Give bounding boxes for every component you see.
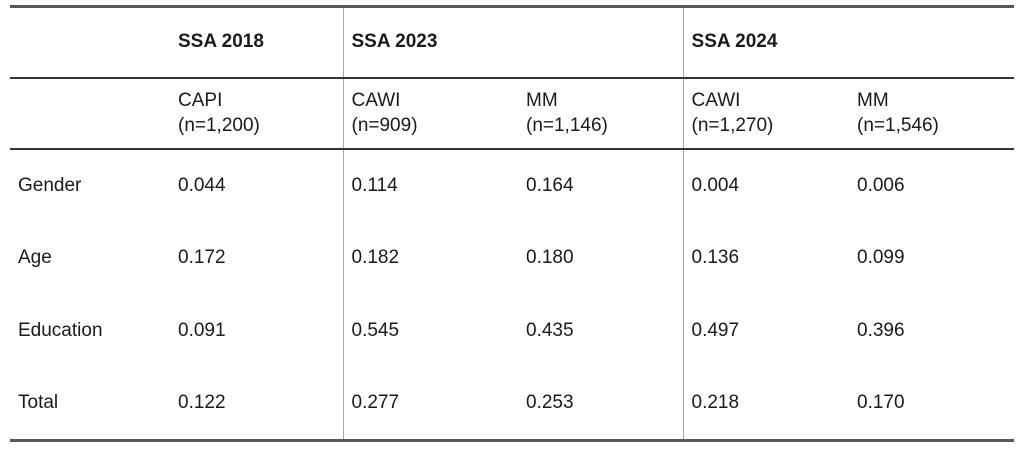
sample-size-label: (n=1,546) [857,115,939,136]
value-cell: 0.396 [857,320,905,341]
group-header-row: SSA 2018 SSA 2023 SSA 2024 [10,6,1015,78]
value-cell: 0.044 [178,174,226,196]
value-cell: 0.180 [526,247,574,268]
row-label: Gender [18,174,82,196]
sample-size-label: (n=1,270) [691,115,774,136]
value-cell: 0.170 [857,392,905,414]
table-row-age: Age 0.172 0.182 0.180 0.136 0.099 [10,221,1014,295]
sample-size-label: (n=1,146) [526,115,608,136]
value-cell: 0.114 [342,148,518,222]
mode-label: MM [526,90,558,111]
mode-label: CAPI [178,90,223,111]
value-cell: 0.545 [342,294,518,368]
value-cell: 0.253 [526,392,574,414]
value-cell: 0.006 [857,174,905,196]
group-header-ssa-2023: SSA 2023 [342,6,684,78]
column-header-mm-2023: MM (n=1,146) [518,78,683,149]
column-header-cawi-2024: CAWI (n=1,270) [682,77,850,149]
corner-cell [10,7,170,78]
sample-size-label: (n=1,200) [178,115,260,136]
value-cell: 0.091 [178,320,226,341]
row-label: Education [18,320,103,341]
mode-label: CAWI [351,90,401,111]
table-row-education: Education 0.091 0.545 0.435 0.497 0.396 [10,294,1014,368]
group-header-ssa-2018: SSA 2018 [178,31,264,53]
mode-label: CAWI [691,90,741,111]
corner-cell [10,78,170,149]
row-label: Total [18,392,59,414]
column-header-capi-2018: CAPI (n=1,200) [170,78,343,149]
value-cell: 0.099 [857,247,905,268]
column-header-mm-2024: MM (n=1,546) [849,78,1014,149]
value-cell: 0.277 [342,367,518,441]
value-cell: 0.497 [682,294,850,368]
group-header-ssa-2024: SSA 2024 [682,6,1015,78]
row-label: Age [18,247,52,268]
table-row-gender: Gender 0.044 0.114 0.164 0.004 0.006 [10,148,1014,222]
value-cell: 0.136 [682,221,850,295]
mode-header-row: CAPI (n=1,200) CAWI (n=909) MM (n=1,146)… [10,77,1015,149]
value-cell: 0.004 [682,148,850,222]
table-row-total: Total 0.122 0.277 0.253 0.218 0.170 [10,367,1014,441]
value-cell: 0.172 [178,247,226,268]
column-header-cawi-2023: CAWI (n=909) [342,77,518,149]
value-cell: 0.182 [342,221,518,295]
value-cell: 0.122 [178,392,226,414]
value-cell: 0.164 [526,174,574,196]
sample-size-label: (n=909) [351,115,418,136]
value-cell: 0.218 [682,367,850,441]
survey-representativeness-table: SSA 2018 SSA 2023 SSA 2024 CAPI (n=1,200… [10,5,1015,442]
mode-label: MM [857,90,889,111]
value-cell: 0.435 [526,320,574,341]
